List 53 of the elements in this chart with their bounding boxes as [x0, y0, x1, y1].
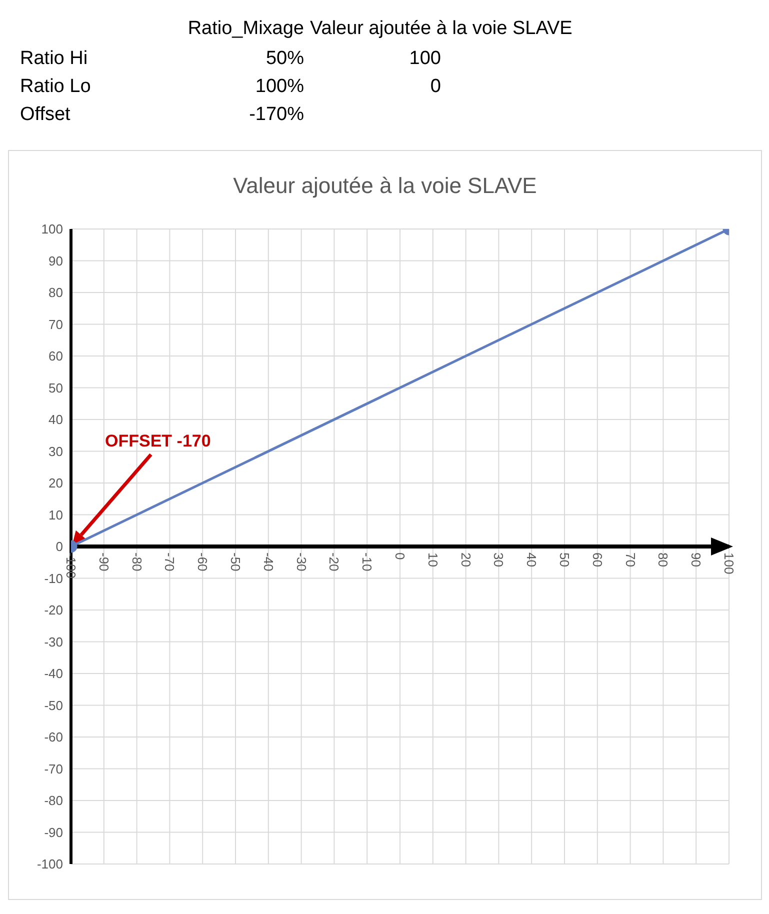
- y-tick-label: 60: [48, 348, 63, 364]
- y-tick-label: 90: [48, 253, 63, 268]
- x-tick-label: -70: [162, 552, 178, 572]
- text: 100: [409, 48, 441, 70]
- y-tick-label: -80: [44, 793, 63, 808]
- y-tick-label: 30: [48, 444, 63, 459]
- x-tick-label: -60: [195, 552, 210, 572]
- x-tick-label: 10: [425, 552, 440, 567]
- text: 0: [430, 76, 441, 98]
- x-tick-label: -40: [260, 552, 276, 572]
- x-tick-label: -10: [360, 552, 375, 572]
- text: Valeur ajoutée à la voie SLAVE: [310, 18, 572, 40]
- x-tick-label: 50: [557, 552, 572, 567]
- y-tick-label: 80: [48, 285, 63, 300]
- y-tick-label: -100: [36, 856, 63, 872]
- text: Ratio Lo: [20, 76, 91, 98]
- x-tick-label: -90: [96, 552, 112, 572]
- x-tick-label: 70: [622, 552, 638, 567]
- y-tick-label: 10: [48, 507, 63, 522]
- y-tick-label: -70: [44, 761, 63, 776]
- text: Offset: [20, 104, 70, 126]
- chart-title: Valeur ajoutée à la voie SLAVE: [232, 173, 538, 200]
- y-tick-label: 0: [56, 539, 63, 554]
- y-tick-label: -20: [44, 602, 63, 618]
- x-tick-label: 40: [524, 552, 540, 567]
- y-tick-label: 100: [41, 222, 63, 237]
- text: 100%: [255, 76, 304, 98]
- x-tick-label: -20: [326, 552, 342, 572]
- x-tick-label: 0: [392, 552, 408, 560]
- x-tick-label: 100: [722, 552, 736, 574]
- y-tick-label: 20: [48, 476, 63, 491]
- y-tick-label: -30: [44, 634, 63, 650]
- y-tick-label: -90: [44, 824, 63, 840]
- x-tick-label: -80: [129, 552, 144, 572]
- text: Ratio_Mixage: [188, 18, 304, 40]
- y-tick-label: 70: [48, 316, 63, 332]
- x-tick-label: 60: [590, 552, 605, 567]
- y-tick-label: -10: [44, 570, 63, 586]
- y-tick-label: 50: [48, 380, 63, 396]
- x-tick-label: -50: [228, 552, 243, 572]
- y-tick-label: -50: [44, 698, 63, 713]
- text: Ratio Hi: [20, 48, 88, 70]
- y-tick-label: -60: [44, 730, 63, 745]
- x-tick-label: 20: [458, 552, 474, 567]
- text: -170%: [249, 104, 304, 126]
- annotation: OFFSET -170: [105, 432, 211, 450]
- y-tick-label: 40: [48, 412, 63, 428]
- text: 50%: [266, 48, 304, 70]
- y-tick-label: -40: [44, 666, 63, 682]
- x-tick-label: -30: [294, 552, 309, 572]
- x-tick-label: 30: [491, 552, 506, 567]
- x-tick-label: 90: [688, 552, 704, 567]
- x-tick-label: 80: [656, 552, 671, 567]
